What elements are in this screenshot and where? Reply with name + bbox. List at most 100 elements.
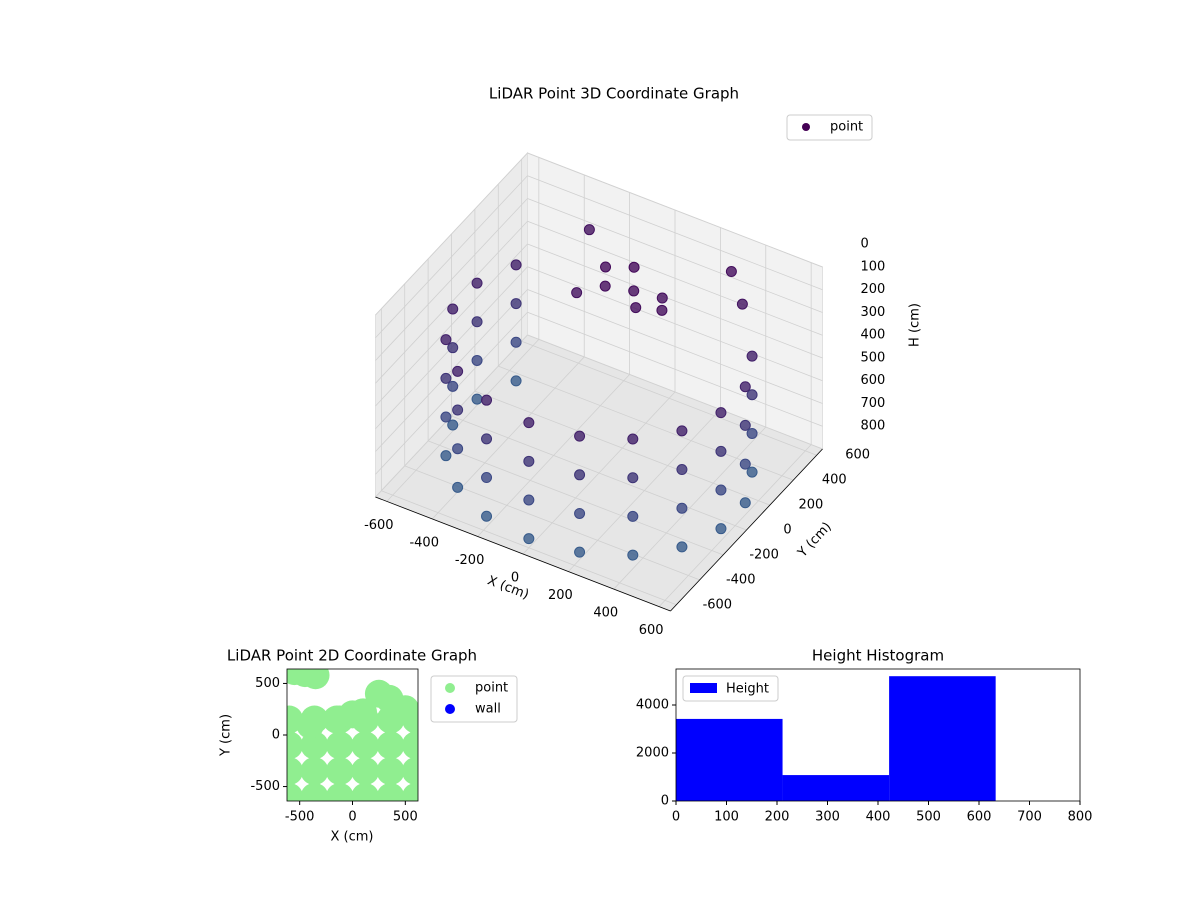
x-axis-label: X (cm)	[331, 830, 374, 845]
point	[376, 731, 405, 760]
x-tick-label: 400	[866, 810, 891, 825]
x-tick-label: 500	[916, 810, 941, 825]
z-tick-label: 300	[861, 305, 886, 320]
legend-label: wall	[475, 702, 501, 717]
legend-box	[786, 114, 873, 141]
point	[471, 316, 483, 328]
bar	[782, 775, 890, 801]
point	[746, 350, 758, 362]
point	[746, 389, 758, 401]
y-axis	[670, 448, 823, 612]
y-tick-label: -500	[250, 779, 280, 794]
x-tick-label: 100	[714, 810, 739, 825]
x-tick-label: 300	[815, 810, 840, 825]
point	[401, 757, 418, 786]
point	[739, 419, 751, 431]
x-tick-label: -500	[285, 810, 315, 825]
point	[574, 469, 586, 481]
point	[471, 354, 483, 366]
point	[715, 484, 727, 496]
x-tick-label: 600	[967, 810, 992, 825]
point	[471, 277, 483, 289]
point	[627, 549, 639, 561]
y-tick-label: 600	[845, 448, 870, 463]
point	[440, 372, 452, 384]
grid-line	[527, 243, 823, 359]
point	[481, 510, 493, 522]
point	[736, 298, 748, 310]
point	[338, 700, 367, 729]
point	[351, 731, 380, 760]
x-tick-label: 700	[1017, 810, 1042, 825]
point	[287, 757, 304, 786]
legend-label: point	[475, 681, 508, 696]
z-axis-label: H (cm)	[908, 303, 923, 347]
point	[746, 427, 758, 439]
point	[391, 695, 418, 724]
z-tick-label: 700	[861, 396, 886, 411]
y-tick-label: -200	[749, 547, 779, 562]
grid-line	[527, 198, 823, 313]
point	[523, 494, 535, 506]
point	[510, 259, 522, 271]
point	[746, 466, 758, 478]
z-tick-label: 0	[861, 237, 869, 252]
point	[715, 523, 727, 535]
point	[287, 782, 304, 801]
z-tick-label: 500	[861, 350, 886, 365]
x-tick-label: 200	[765, 810, 790, 825]
title: LiDAR Point 3D Coordinate Graph	[489, 85, 739, 103]
point	[401, 782, 418, 801]
y-tick-label: 400	[822, 473, 847, 488]
x-tick-label: 0	[348, 810, 356, 825]
point	[628, 285, 640, 297]
point	[523, 417, 535, 429]
z-tick-label: 800	[861, 419, 886, 434]
point	[452, 481, 464, 493]
y-tick-label: 0	[272, 728, 280, 743]
point	[676, 502, 688, 514]
grid-line	[375, 289, 528, 452]
point	[481, 433, 493, 445]
z-tick-label: 100	[861, 259, 886, 274]
point	[447, 342, 459, 354]
grid-line	[527, 311, 823, 427]
legend-box	[430, 675, 518, 723]
x-tick-label: -400	[409, 535, 439, 550]
grid-line	[375, 198, 528, 361]
point	[447, 419, 459, 431]
x-tick-label: 400	[593, 606, 618, 621]
point	[627, 433, 639, 445]
grid-line	[375, 243, 528, 407]
point	[627, 472, 639, 484]
y-axis-label: Y (cm)	[219, 714, 234, 757]
point	[351, 782, 380, 801]
point	[300, 782, 329, 801]
point	[351, 757, 380, 786]
y-tick-label: 2000	[636, 746, 669, 761]
legend-marker	[690, 683, 717, 693]
point	[574, 430, 586, 442]
point	[401, 731, 418, 760]
z-tick-label: 200	[861, 282, 886, 297]
legend-label: Height	[726, 682, 769, 697]
grid-line	[527, 266, 823, 382]
y-tick-label: 200	[798, 498, 823, 513]
point	[725, 266, 737, 278]
grid-line	[527, 220, 823, 336]
point	[676, 541, 688, 553]
point	[287, 669, 309, 686]
grid-line	[527, 289, 823, 404]
y-tick-label: 0	[661, 794, 669, 809]
grid-line	[381, 490, 677, 606]
grid-line	[375, 334, 528, 498]
legend-box	[682, 675, 779, 702]
legend-label: point	[830, 120, 863, 135]
point	[325, 782, 354, 801]
point	[481, 472, 493, 484]
x-tick-label: 0	[672, 810, 680, 825]
legend-marker	[445, 683, 455, 693]
point	[376, 782, 405, 801]
point	[739, 497, 751, 509]
legend-marker	[802, 123, 810, 131]
